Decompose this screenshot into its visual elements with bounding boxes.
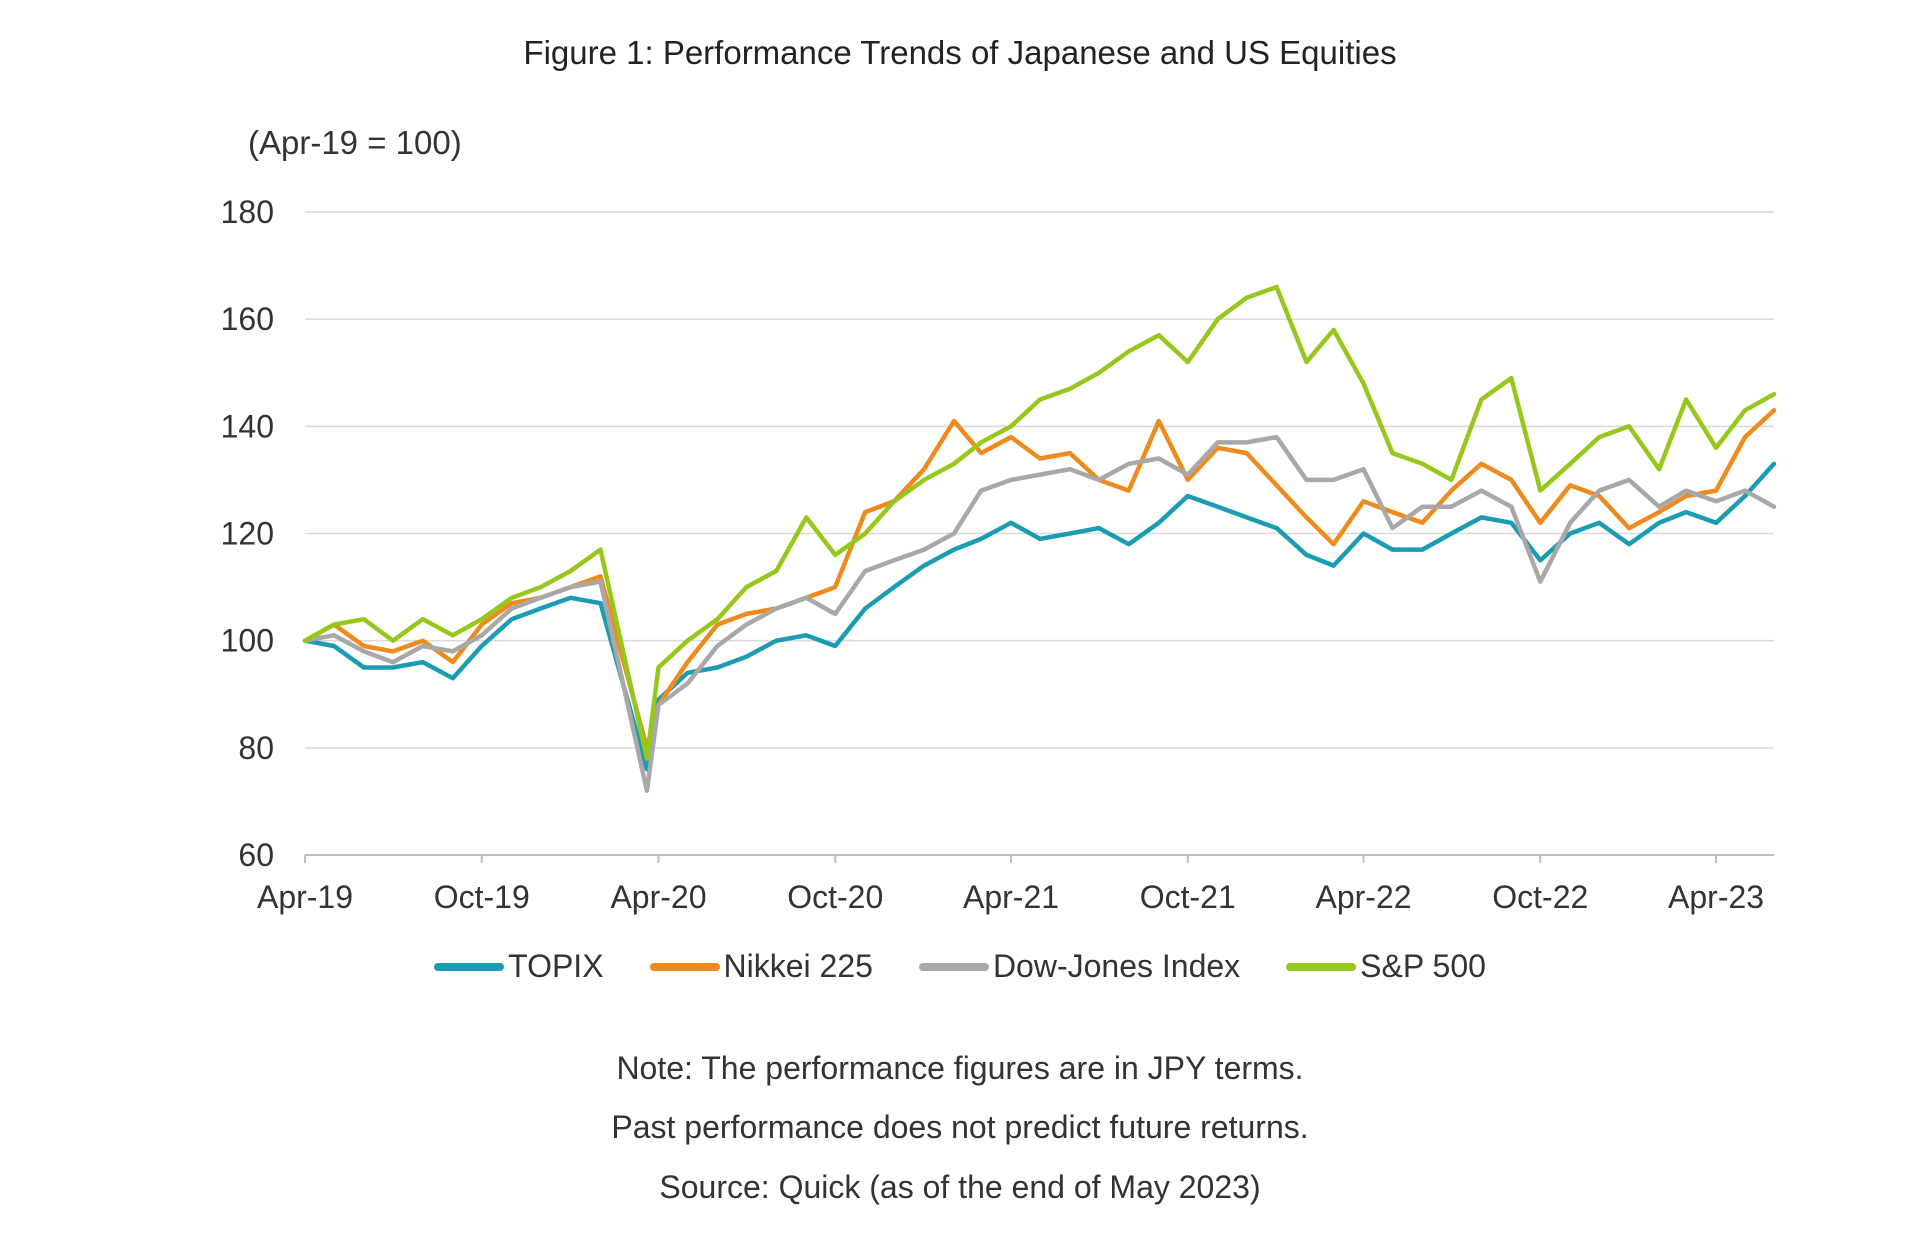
x-tick-label: Apr-22 [1316, 879, 1412, 915]
y-tick-label: 140 [221, 408, 274, 444]
y-tick-label: 100 [221, 623, 274, 659]
x-tick-label: Apr-23 [1668, 879, 1764, 915]
y-tick-label: 120 [221, 516, 274, 552]
legend-swatch [918, 962, 989, 971]
legend-item-sp500: S&P 500 [1286, 948, 1486, 985]
y-tick-label: 80 [238, 730, 274, 766]
x-tick-label: Oct-19 [434, 879, 530, 915]
legend: TOPIX Nikkei 225 Dow-Jones Index S&P 500 [0, 948, 1920, 985]
legend-label: Dow-Jones Index [992, 948, 1241, 984]
legend-swatch [1286, 962, 1357, 971]
x-tick-label: Oct-21 [1140, 879, 1236, 915]
legend-label: TOPIX [508, 948, 604, 984]
chart-title: Figure 1: Performance Trends of Japanese… [523, 34, 1397, 71]
note-source: Source: Quick (as of the end of May 2023… [659, 1169, 1261, 1205]
x-tick-label: Apr-21 [963, 879, 1059, 915]
x-tick-label: Oct-22 [1492, 879, 1588, 915]
x-tick-label: Apr-19 [257, 879, 353, 915]
note-disclaimer: Past performance does not predict future… [611, 1109, 1309, 1145]
legend-swatch [649, 962, 720, 971]
legend-label: Nikkei 225 [723, 948, 873, 984]
series-line-topix [302, 461, 1777, 772]
series-line-nikkei-225 [302, 408, 1777, 751]
legend-swatch [434, 962, 505, 971]
y-tick-label: 160 [221, 301, 274, 337]
x-tick-label: Apr-20 [610, 879, 706, 915]
legend-label: S&P 500 [1360, 948, 1486, 984]
series-line-dow-jones-index [302, 434, 1777, 793]
series-line-s-p-500 [302, 284, 1777, 761]
y-tick-label: 180 [221, 194, 274, 230]
legend-item-nikkei: Nikkei 225 [649, 948, 873, 985]
x-tick-label: Oct-20 [787, 879, 883, 915]
legend-item-dow: Dow-Jones Index [918, 948, 1241, 985]
y-tick-label: 60 [238, 837, 274, 873]
note-currency: Note: The performance figures are in JPY… [616, 1050, 1304, 1086]
legend-item-topix: TOPIX [434, 948, 604, 985]
y-axis-label: (Apr-19 = 100) [248, 124, 462, 161]
